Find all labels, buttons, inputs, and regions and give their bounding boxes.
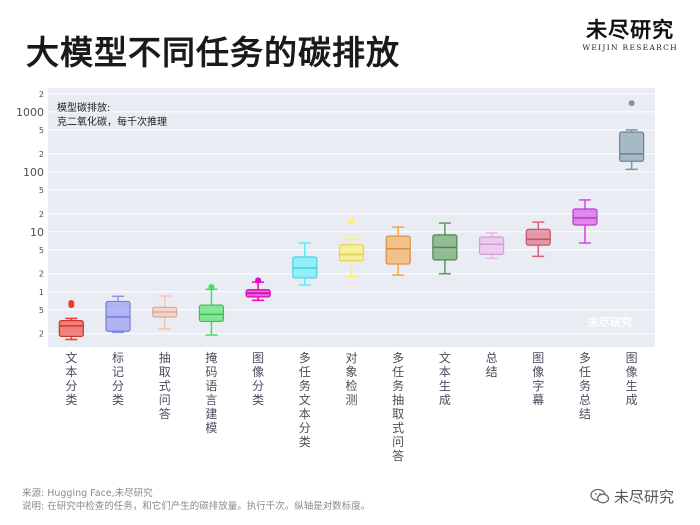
brand-logo: 未尽研究 WEIJIN RESEARCH: [582, 14, 678, 52]
y-tick-label: 2: [39, 150, 44, 159]
y-tick-label: 10: [30, 226, 44, 239]
chart-annotation-line2: 克二氧化碳，每千次推理: [57, 115, 167, 128]
x-tick-label: 图像分类: [252, 351, 264, 407]
box-12: [572, 199, 598, 244]
box-iqr: [385, 235, 411, 265]
y-tick-label: 2: [39, 210, 44, 219]
box-iqr: [338, 244, 365, 262]
wechat-icon: [590, 488, 610, 505]
y-tick-label: 1000: [16, 106, 44, 119]
outlier-point: [68, 299, 75, 306]
box-10: [478, 232, 505, 260]
box-5: [245, 277, 271, 302]
brand-name-cn: 未尽研究: [586, 17, 675, 42]
y-tick-label: 2: [39, 90, 44, 99]
outlier-point: [628, 100, 635, 107]
box-iqr: [525, 228, 551, 246]
box-9: [432, 222, 458, 275]
y-tick-label: 5: [39, 246, 44, 255]
box-8: [385, 226, 411, 276]
x-tick-label: 掩码语言建模: [205, 351, 217, 435]
outlier-point: [208, 284, 215, 291]
wechat-account[interactable]: 未尽研究: [590, 486, 674, 507]
x-tick-label: 多任务抽取式问答: [392, 351, 404, 463]
box-plot-chart: 2 1000 5 2 100 5 2 10 5 2 1 5 2 文本分类 标记分类 抽取式问答 掩码语言建模 图…: [16, 88, 655, 463]
box-4: [198, 284, 225, 336]
box-6: [292, 242, 318, 286]
box-iqr: [478, 236, 505, 256]
box-13: [619, 100, 645, 171]
x-tick-label: 多任务文本分类: [299, 351, 311, 449]
x-tick-label: 抽取式问答: [159, 351, 171, 421]
outlier-point: [348, 218, 355, 225]
x-tick-label: 文本生成: [439, 350, 451, 407]
x-tick-label: 图像字幕: [532, 351, 544, 407]
box-iqr: [619, 131, 645, 162]
y-tick-label: 5: [39, 306, 44, 315]
plot-background: [48, 88, 655, 347]
outlier-point: [255, 277, 262, 284]
footer-source: 来源: Hugging Face,未尽研究: [22, 488, 153, 499]
box-iqr: [198, 304, 225, 323]
box-2: [105, 295, 131, 334]
watermark: 未尽研究: [587, 315, 632, 329]
box-1: [58, 299, 84, 341]
box-iqr: [572, 208, 598, 226]
y-tick-label: 2: [39, 330, 44, 339]
box-11: [525, 221, 551, 258]
y-tick-label: 2: [39, 270, 44, 279]
wechat-account-name: 未尽研究: [613, 488, 674, 506]
brand-name-en: WEIJIN RESEARCH: [582, 43, 678, 52]
box-iqr: [58, 320, 84, 338]
x-tick-label: 图像生成: [626, 351, 638, 407]
x-tick-label: 多任务总结: [579, 351, 591, 421]
y-tick-label: 5: [39, 126, 44, 135]
y-tick-label: 1: [39, 288, 44, 297]
page-title: 大模型不同任务的碳排放: [26, 33, 400, 72]
footer-note: 说明: 在研究中检查的任务，和它们产生的碳排放量。执行千次。纵轴是对数标度。: [22, 501, 371, 512]
x-tick-label: 标记分类: [112, 351, 124, 407]
box-7: [338, 218, 365, 278]
box-3: [152, 295, 178, 330]
chart-annotation-line1: 模型碳排放:: [57, 101, 110, 114]
y-tick-label: 5: [39, 186, 44, 195]
y-tick-label: 100: [23, 166, 44, 179]
x-tick-label: 文本分类: [65, 350, 77, 407]
x-tick-label: 对象检测: [345, 351, 357, 407]
x-tick-label: 总结: [486, 351, 498, 379]
footer: 来源: Hugging Face,未尽研究 说明: 在研究中检查的任务，和它们产…: [22, 487, 370, 513]
